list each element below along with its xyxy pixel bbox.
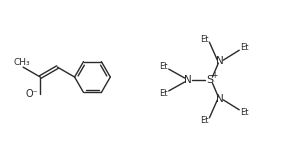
Text: Et: Et [200,116,209,125]
Text: Et: Et [240,108,249,117]
Text: Et: Et [200,35,209,44]
Text: Et: Et [160,89,168,98]
Text: N: N [184,75,192,85]
Text: +: + [211,71,218,80]
Text: CH₃: CH₃ [14,58,30,67]
Text: N: N [216,94,224,104]
Text: O⁻: O⁻ [26,89,39,99]
Text: S: S [206,75,213,85]
Text: Et: Et [240,43,249,52]
Text: N: N [216,56,224,66]
Text: Et: Et [160,62,168,71]
